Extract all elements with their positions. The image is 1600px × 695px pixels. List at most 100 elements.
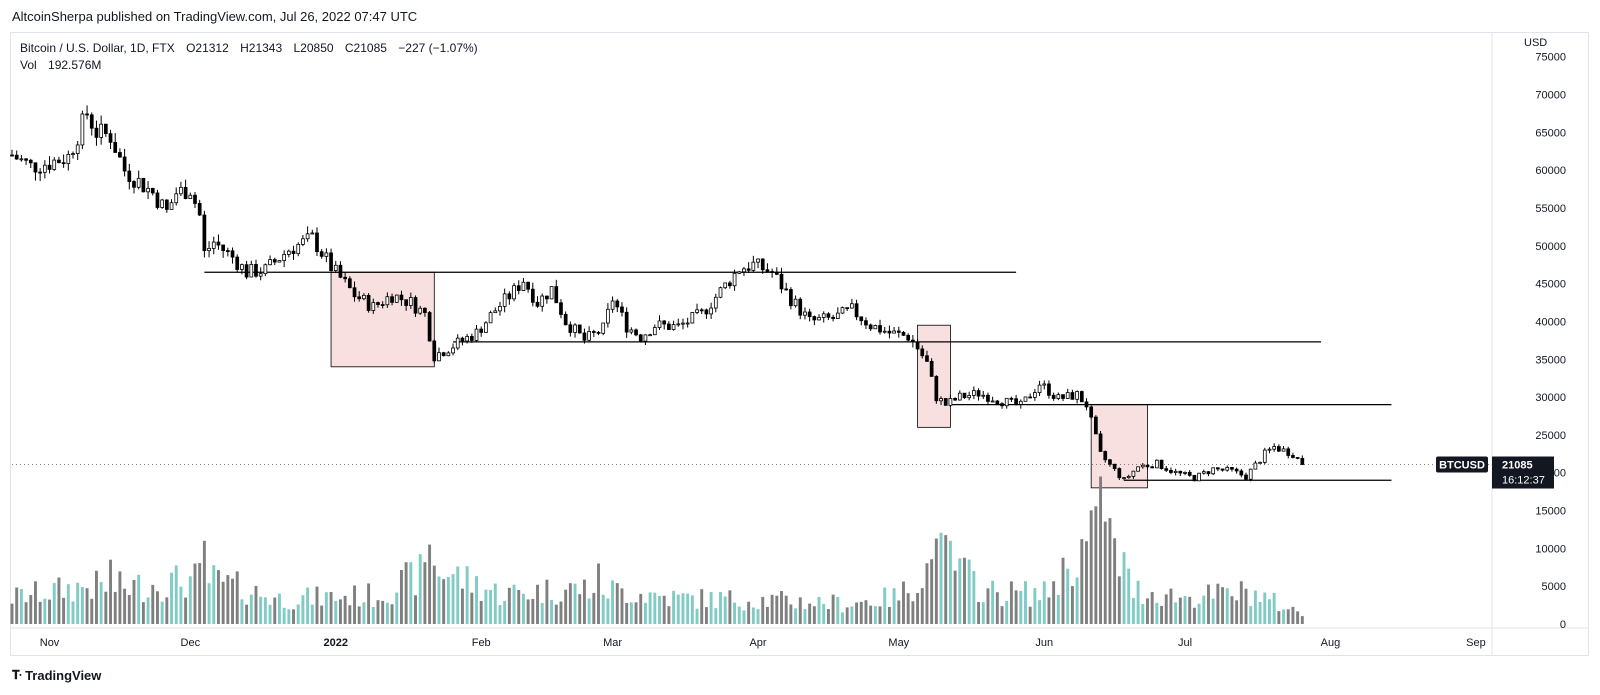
candle-body xyxy=(742,268,746,273)
candle-body xyxy=(577,324,582,334)
candle-body xyxy=(864,320,868,326)
volume-bar xyxy=(1178,597,1182,624)
candle-body xyxy=(282,253,286,261)
volume-bar xyxy=(948,540,952,624)
candle-body xyxy=(118,152,122,158)
volume-bar xyxy=(1127,568,1131,624)
volume-bar xyxy=(939,532,943,624)
candle-body xyxy=(648,334,652,337)
candle-body xyxy=(681,322,685,325)
volume-bar xyxy=(188,576,192,624)
volume-bar xyxy=(1141,604,1145,624)
candle-body xyxy=(108,133,113,143)
candle-body xyxy=(286,250,291,255)
volume-bar xyxy=(906,593,910,624)
candle-body xyxy=(460,337,465,342)
volume-bar xyxy=(503,600,507,624)
tradingview-logo-text: TradingView xyxy=(25,668,102,683)
candle-body xyxy=(690,312,695,324)
volume-bar xyxy=(592,592,596,624)
volume-bar xyxy=(10,603,14,624)
volume-bar xyxy=(573,583,577,624)
volume-bar xyxy=(1207,584,1210,624)
candle-body xyxy=(540,295,545,307)
candle-body xyxy=(197,203,202,216)
legend-high: H21343 xyxy=(240,41,283,55)
volume-bar xyxy=(850,606,854,624)
candle-body xyxy=(66,153,71,164)
legend-close: C21085 xyxy=(344,41,387,55)
volume-bar xyxy=(550,600,554,624)
volume-bar xyxy=(160,601,164,624)
volume-bar xyxy=(686,593,690,624)
candle-body xyxy=(94,127,99,138)
candle-body xyxy=(789,289,793,307)
volume-bar xyxy=(723,596,727,624)
volume-bar xyxy=(1075,577,1079,624)
candle-body xyxy=(934,376,939,402)
candle-body xyxy=(1201,471,1206,474)
volume-bar xyxy=(451,574,455,624)
candle-body xyxy=(305,233,310,240)
candle-body xyxy=(756,258,760,263)
volume-bar xyxy=(1239,581,1243,624)
volume-bar xyxy=(1155,602,1159,624)
volume-bar xyxy=(1070,586,1074,624)
volume-bar xyxy=(216,570,220,624)
volume-bar xyxy=(878,606,882,624)
candle-body xyxy=(770,271,774,273)
volume-bars xyxy=(10,476,1304,624)
tradingview-logo[interactable]: 𝐓∙ TradingView xyxy=(12,668,101,683)
candle-body xyxy=(1126,475,1131,479)
candle-body xyxy=(127,170,132,182)
x-tick-label: Feb xyxy=(472,637,491,649)
candle-body xyxy=(333,264,338,271)
candle-body xyxy=(71,153,75,155)
volume-bar xyxy=(287,609,291,624)
candle-body xyxy=(47,164,52,170)
volume-bar xyxy=(995,592,999,624)
volume-bar xyxy=(338,599,342,624)
candle-body xyxy=(512,285,516,300)
volume-bar xyxy=(831,594,835,624)
volume-bar xyxy=(320,605,324,624)
volume-bar xyxy=(1108,518,1112,624)
volume-bar xyxy=(282,607,286,624)
y-tick-label: 55000 xyxy=(1535,203,1566,215)
x-tick-label: Apr xyxy=(749,637,766,649)
y-tick-label: 45000 xyxy=(1535,279,1566,291)
candle-body xyxy=(75,144,80,154)
candle-body xyxy=(488,312,493,324)
candle-body xyxy=(136,177,141,188)
publisher-line: AltcoinSherpa published on TradingView.c… xyxy=(12,9,417,24)
candle-body xyxy=(1061,394,1065,399)
candle-body xyxy=(943,398,948,406)
candle-body xyxy=(432,340,437,362)
candle-body xyxy=(737,271,742,274)
volume-bar xyxy=(1061,557,1065,624)
legend-open: O21312 xyxy=(186,41,229,55)
volume-bar xyxy=(733,602,737,624)
volume-bar xyxy=(343,595,347,624)
candle-body xyxy=(1014,398,1018,405)
horizontal-levels xyxy=(12,271,1492,481)
candle-body xyxy=(859,316,864,322)
candle-body xyxy=(1009,397,1014,400)
volume-bar xyxy=(1272,592,1276,624)
candle-body xyxy=(535,301,540,307)
volume-bar xyxy=(165,597,169,624)
candle-body xyxy=(371,302,376,311)
candles xyxy=(10,105,1305,482)
candle-body xyxy=(601,322,606,334)
volume-bar xyxy=(1024,581,1027,624)
volume-bar xyxy=(1225,588,1229,624)
candle-body xyxy=(920,348,925,357)
candle-body xyxy=(896,330,901,333)
candle-body xyxy=(1117,468,1122,479)
volume-bar xyxy=(704,607,708,624)
candle-body xyxy=(826,313,831,318)
volume-bar xyxy=(606,598,610,624)
chart-frame[interactable] xyxy=(10,32,1589,656)
candle-body xyxy=(1079,391,1084,403)
